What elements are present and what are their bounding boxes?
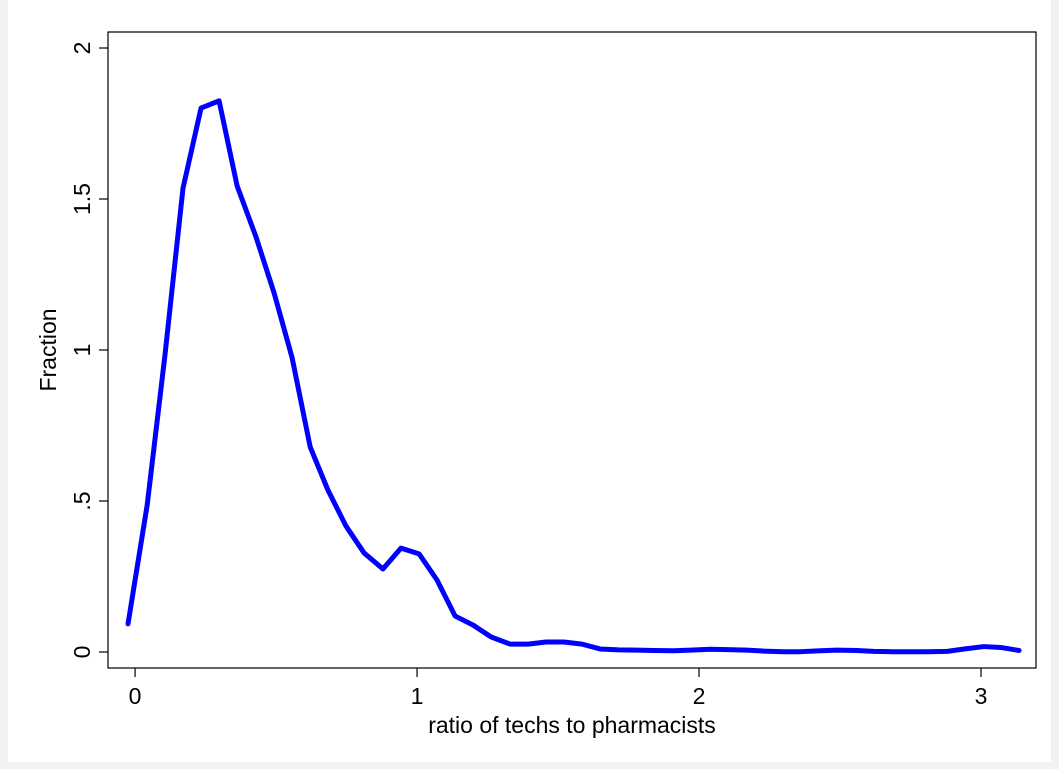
y-tick-label: 1.5 [69, 183, 95, 215]
x-tick-label: 0 [129, 683, 142, 709]
chart-background [8, 0, 1051, 762]
x-tick-label: 2 [693, 683, 706, 709]
y-tick-label: 1 [69, 344, 95, 357]
y-tick-label: 0 [69, 646, 95, 659]
x-tick-label: 1 [411, 683, 424, 709]
y-axis-label: Fraction [35, 308, 61, 391]
y-tick-label: .5 [69, 491, 95, 510]
x-tick-label: 3 [975, 683, 988, 709]
x-axis-label: ratio of techs to pharmacists [428, 712, 716, 738]
y-tick-label: 2 [69, 42, 95, 55]
data-line [125, 98, 1022, 655]
